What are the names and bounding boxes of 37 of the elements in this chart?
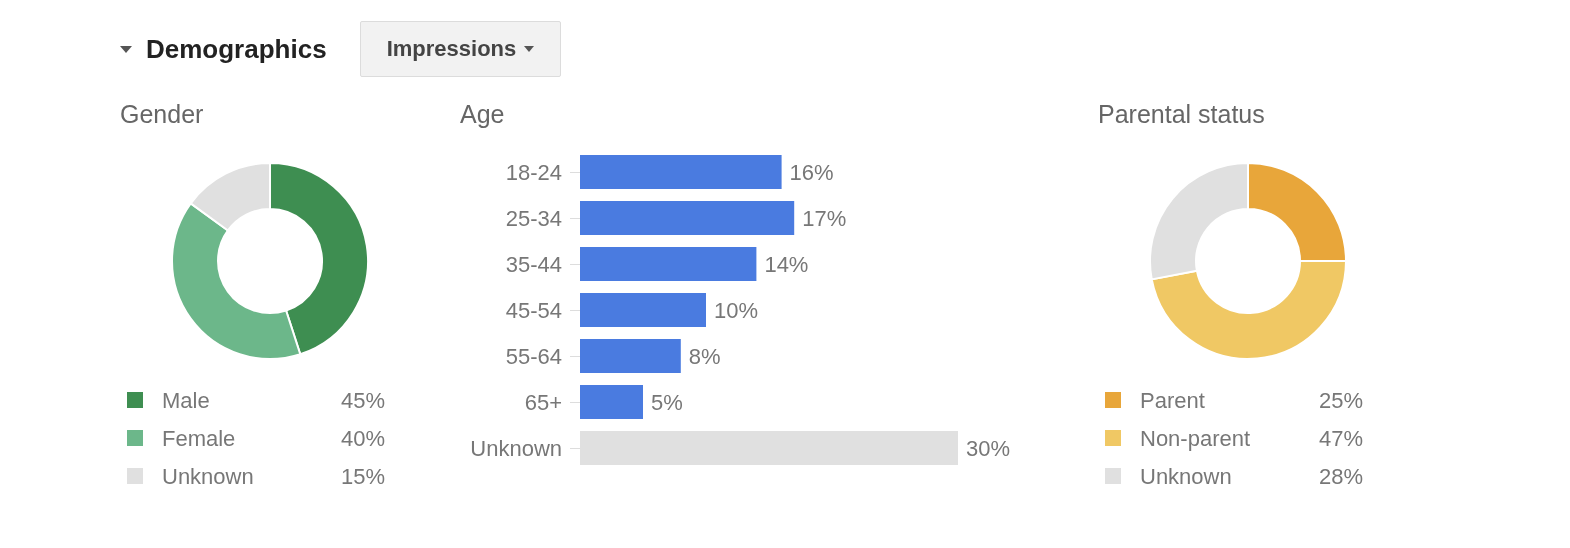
bar — [580, 246, 757, 282]
bar — [580, 384, 643, 420]
y-tick-label: 35-44 — [505, 251, 562, 277]
bar — [580, 154, 782, 190]
legend-label: Unknown — [1140, 463, 1232, 489]
data-label: 10% — [714, 297, 759, 323]
data-label: 5% — [651, 389, 683, 415]
y-tick-label: 25-34 — [505, 205, 562, 231]
data-label: 47% — [1318, 425, 1363, 451]
data-label: 45% — [340, 387, 385, 413]
data-label: 8% — [688, 343, 721, 369]
data-label: 25% — [1318, 387, 1363, 413]
text: Impressions — [386, 36, 517, 62]
legend-label: Non-parent — [1140, 425, 1251, 451]
y-tick-label: 18-24 — [505, 159, 562, 185]
data-label: 28% — [1318, 463, 1363, 489]
data-label: 14% — [764, 251, 809, 277]
y-tick-label: 65+ — [524, 389, 562, 415]
chart-title: Gender — [120, 99, 204, 128]
data-label: 30% — [966, 435, 1011, 461]
legend-label: Female — [162, 425, 236, 451]
data-label: 17% — [802, 205, 847, 231]
y-tick-label: 45-54 — [505, 297, 562, 323]
y-tick-label: Unknown — [470, 435, 562, 461]
legend-label: Unknown — [162, 463, 254, 489]
chart-title: Age — [460, 99, 505, 128]
chart-title: Parental status — [1098, 99, 1265, 128]
data-label: 40% — [340, 425, 385, 451]
legend-label: Parent — [1140, 387, 1205, 413]
bar — [580, 292, 706, 328]
data-label: 16% — [789, 159, 834, 185]
legend-label: Male — [162, 387, 210, 413]
y-tick-label: 55-64 — [505, 343, 562, 369]
bar — [580, 200, 795, 236]
text: Demographics — [146, 34, 327, 64]
bar — [580, 338, 681, 374]
data-label: 15% — [340, 463, 385, 489]
